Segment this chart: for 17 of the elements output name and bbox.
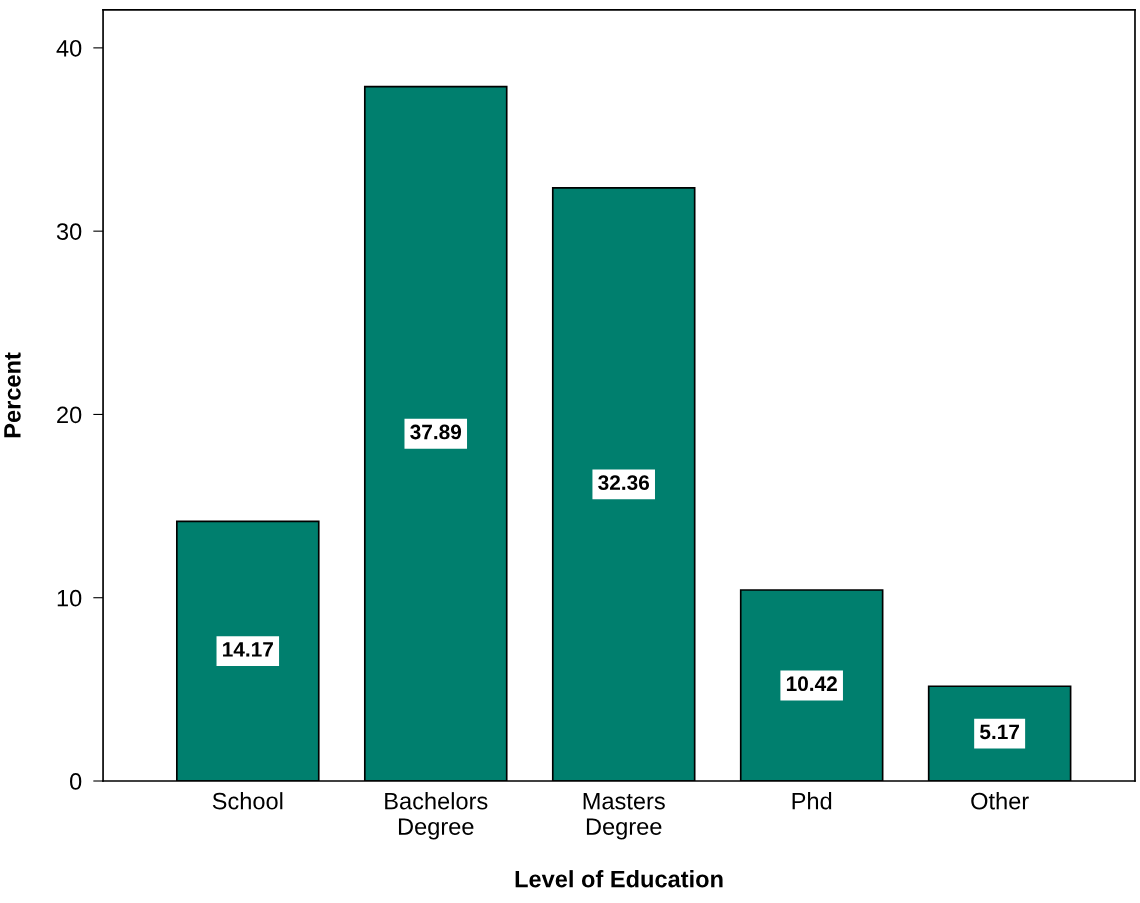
x-tick-label: Bachelors Degree	[385, 792, 488, 840]
y-tick-label: 40	[56, 39, 82, 57]
y-axis-title: Percent	[4, 352, 21, 438]
x-axis-title: Level of Education	[515, 870, 723, 888]
y-tick-label: 20	[57, 406, 82, 424]
x-tick-label: Other	[971, 792, 1029, 810]
data-label: 10.42	[786, 676, 837, 692]
data-label: 32.36	[598, 475, 650, 491]
y-tick-label: 10	[57, 589, 82, 607]
data-label: 5.17	[980, 724, 1020, 740]
data-label: 14.17	[223, 642, 273, 657]
x-tick-label: Masters Degree	[583, 792, 665, 840]
y-tick-label: 30	[56, 223, 82, 240]
data-label: 37.89	[410, 424, 462, 440]
x-tick-label: School	[212, 792, 283, 810]
y-tick-label: 0	[70, 773, 82, 790]
x-tick-label: Phd	[792, 792, 832, 810]
